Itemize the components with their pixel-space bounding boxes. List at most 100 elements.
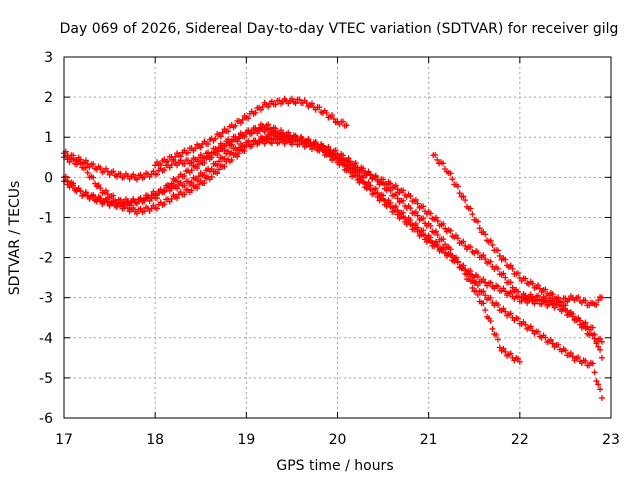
- data-point: [487, 237, 494, 244]
- data-point: [188, 179, 195, 186]
- data-point: [482, 231, 489, 238]
- data-point: [228, 141, 235, 148]
- data-point: [509, 284, 516, 291]
- data-point: [214, 170, 221, 177]
- data-point: [487, 294, 494, 301]
- x-tick-label: 18: [146, 432, 164, 448]
- data-point: [527, 323, 534, 330]
- data-point: [319, 147, 326, 154]
- data-point: [555, 341, 562, 348]
- data-point: [234, 138, 241, 145]
- data-point: [522, 296, 529, 303]
- data-point: [507, 350, 514, 357]
- data-point: [531, 300, 538, 307]
- data-point: [555, 301, 562, 308]
- y-axis-label: SDTVAR / TECUs: [7, 181, 23, 296]
- data-point: [245, 137, 252, 144]
- data-point: [598, 354, 605, 361]
- data-point: [161, 189, 168, 196]
- data-point: [562, 295, 569, 302]
- data-point: [113, 203, 120, 210]
- data-point: [480, 300, 487, 307]
- data-point: [400, 197, 407, 204]
- data-point: [507, 279, 514, 286]
- data-point: [252, 109, 259, 116]
- y-tick-label: 0: [44, 170, 53, 186]
- data-point: [272, 125, 279, 132]
- data-point: [387, 187, 394, 194]
- data-point: [595, 343, 602, 350]
- data-point: [442, 241, 449, 248]
- data-point: [469, 284, 476, 291]
- data-point: [575, 354, 582, 361]
- data-point: [168, 195, 175, 202]
- data-point: [502, 308, 509, 315]
- data-point: [265, 103, 272, 110]
- data-point: [407, 221, 414, 228]
- data-point: [432, 151, 439, 158]
- data-point: [589, 360, 596, 367]
- data-point: [194, 177, 201, 184]
- data-point: [256, 139, 263, 146]
- data-point: [265, 121, 272, 128]
- series-trace-4: [61, 135, 605, 401]
- data-point: [392, 182, 399, 189]
- data-point: [593, 340, 600, 347]
- data-point: [414, 228, 421, 235]
- series-trace-6: [430, 151, 605, 361]
- data-point: [494, 336, 501, 343]
- data-point: [480, 252, 487, 259]
- data-point: [215, 166, 222, 173]
- x-axis-label: GPS time / hours: [276, 458, 393, 474]
- data-point: [164, 158, 171, 165]
- data-point: [575, 293, 582, 300]
- data-point: [387, 203, 394, 210]
- data-point: [387, 180, 394, 187]
- data-point: [489, 325, 496, 332]
- data-point: [507, 262, 514, 269]
- data-point: [117, 170, 124, 177]
- data-point: [566, 296, 573, 303]
- data-point: [352, 172, 359, 179]
- x-tick-label: 22: [511, 432, 529, 448]
- data-point: [589, 324, 596, 331]
- data-point: [252, 137, 259, 144]
- x-tick-label: 23: [602, 432, 620, 448]
- data-point: [372, 172, 379, 179]
- data-point: [447, 246, 454, 253]
- data-point: [494, 302, 501, 309]
- data-point: [205, 141, 212, 148]
- data-point: [447, 227, 454, 234]
- data-point: [515, 270, 522, 277]
- data-point: [110, 198, 117, 205]
- data-point: [303, 99, 310, 106]
- data-point: [141, 174, 148, 181]
- data-point: [569, 353, 576, 360]
- data-point: [279, 137, 286, 144]
- data-point: [598, 394, 605, 401]
- data-point: [248, 129, 255, 136]
- data-point: [454, 183, 461, 190]
- data-point: [549, 291, 556, 298]
- data-point: [509, 265, 516, 272]
- data-point: [325, 149, 332, 156]
- data-point: [228, 149, 235, 156]
- data-point: [272, 136, 279, 143]
- data-point: [494, 247, 501, 254]
- data-point: [496, 344, 503, 351]
- data-point: [474, 249, 481, 256]
- data-point: [434, 231, 441, 238]
- data-point: [161, 166, 168, 173]
- data-point: [184, 157, 191, 164]
- data-point: [527, 295, 534, 302]
- data-point: [494, 283, 501, 290]
- data-point: [582, 297, 589, 304]
- data-point: [502, 348, 509, 355]
- data-point: [279, 99, 286, 106]
- data-point: [394, 211, 401, 218]
- y-tick-label: -4: [39, 331, 53, 347]
- data-point: [117, 200, 124, 207]
- data-point: [272, 101, 279, 108]
- data-point: [256, 125, 263, 132]
